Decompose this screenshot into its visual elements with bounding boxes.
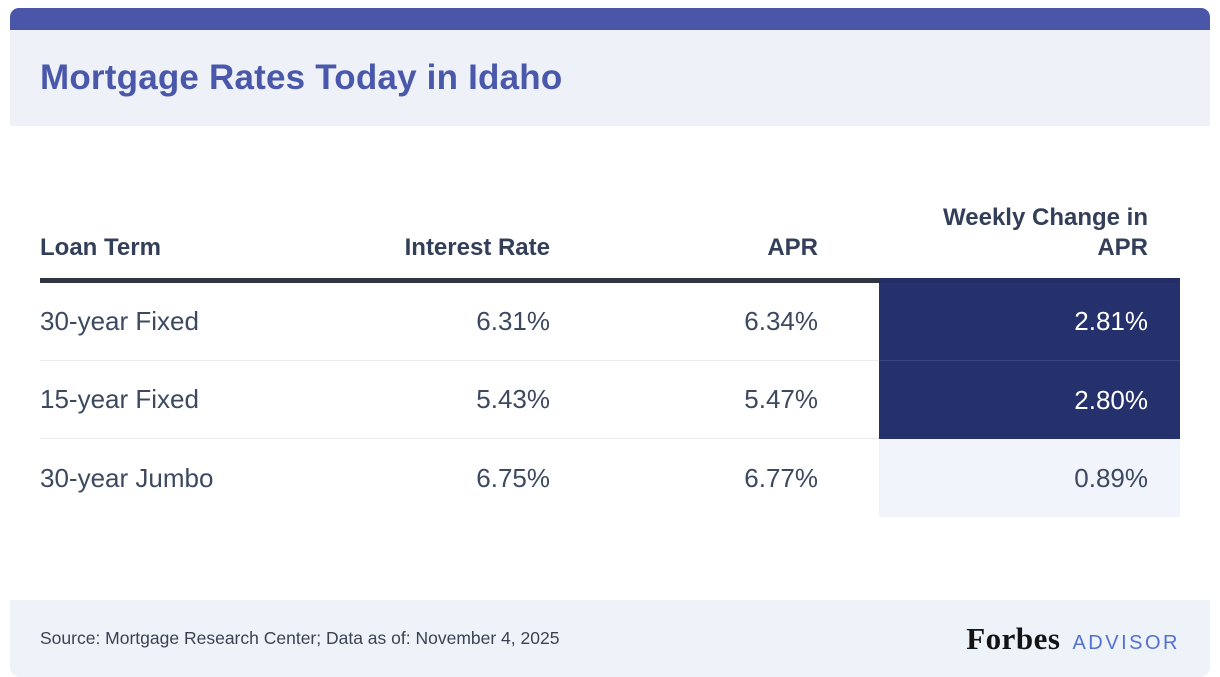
cell-apr: 6.77% (550, 439, 879, 517)
advisor-wordmark: ADVISOR (1072, 631, 1180, 654)
title-band: Mortgage Rates Today in Idaho (10, 30, 1210, 126)
footer: Source: Mortgage Research Center; Data a… (10, 600, 1210, 677)
cell-apr: 6.34% (550, 283, 879, 361)
cell-interest-rate: 6.31% (380, 283, 550, 361)
cell-apr: 5.47% (550, 361, 879, 439)
cell-interest-rate: 6.75% (380, 439, 550, 517)
table-row: 30-year Fixed 6.31% 6.34% 2.81% (40, 283, 1180, 361)
table-header-row: Loan Term Interest Rate APR Weekly Chang… (40, 186, 1180, 283)
cell-loan-term: 15-year Fixed (40, 361, 380, 439)
col-header-weekly-change: Weekly Change in APR (879, 186, 1180, 283)
cell-loan-term: 30-year Jumbo (40, 439, 380, 517)
cell-weekly-change-highlighted: 2.80% (879, 361, 1180, 439)
forbes-advisor-logo: Forbes ADVISOR (966, 621, 1180, 657)
rates-table: Loan Term Interest Rate APR Weekly Chang… (40, 186, 1180, 517)
col-header-weekly-change-label: Weekly Change in APR (943, 204, 1148, 261)
forbes-wordmark: Forbes (966, 620, 1061, 656)
top-accent-bar (10, 8, 1210, 30)
page-title: Mortgage Rates Today in Idaho (40, 58, 563, 97)
col-header-apr: APR (550, 186, 879, 283)
cell-interest-rate: 5.43% (380, 361, 550, 439)
table-area: Loan Term Interest Rate APR Weekly Chang… (10, 186, 1210, 600)
cell-loan-term: 30-year Fixed (40, 283, 380, 361)
col-header-interest-rate: Interest Rate (380, 186, 550, 283)
col-header-loan-term: Loan Term (40, 186, 380, 283)
table-row: 15-year Fixed 5.43% 5.47% 2.80% (40, 361, 1180, 439)
mortgage-rates-card: Mortgage Rates Today in Idaho Loan Term … (10, 8, 1210, 677)
table-row: 30-year Jumbo 6.75% 6.77% 0.89% (40, 439, 1180, 517)
cell-weekly-change: 0.89% (879, 439, 1180, 517)
source-note: Source: Mortgage Research Center; Data a… (40, 628, 560, 648)
cell-weekly-change-highlighted: 2.81% (879, 283, 1180, 361)
